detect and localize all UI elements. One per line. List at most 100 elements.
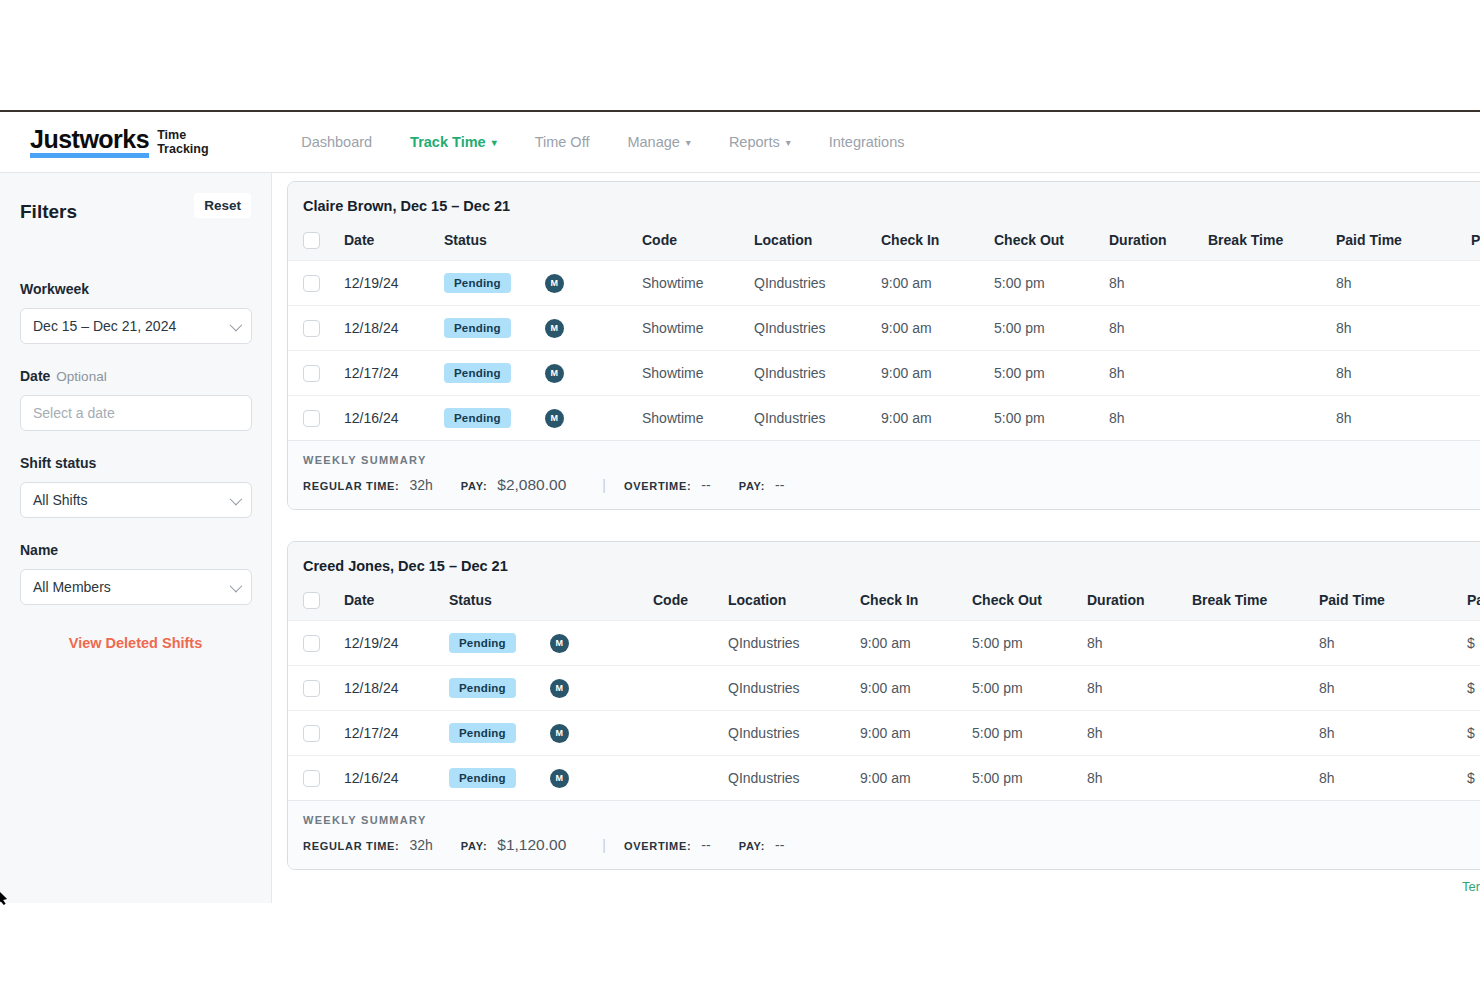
overtime-value: -- [701,837,710,853]
col-location: Location [728,592,860,608]
check-in-time: 9:00 am [881,275,994,291]
col-date: Date [344,232,444,248]
view-deleted-shifts-link[interactable]: View Deleted Shifts [20,635,251,651]
regular-time-label: REGULAR TIME: [303,840,399,852]
col-pay: Pay [1471,232,1480,248]
status-badge: Pending [449,723,516,743]
top-nav-bar: Justworks Time Tracking Dashboard Track … [0,112,1480,173]
status-cell: Pending M [449,723,653,743]
shift-date: 12/18/24 [344,680,449,696]
overtime-value: -- [701,477,710,493]
shift-code: Showtime [642,365,754,381]
overtime-pay-value: -- [775,477,784,493]
col-break-time: Break Time [1192,592,1319,608]
shift-location: QIndustries [728,635,860,651]
nav-reports[interactable]: Reports ▾ [729,134,791,150]
col-code: Code [653,592,728,608]
select-all-checkbox[interactable] [303,592,320,609]
check-out-time: 5:00 pm [994,320,1109,336]
workweek-select[interactable]: Dec 15 – Dec 21, 2024 [20,308,252,344]
check-in-time: 9:00 am [860,635,972,651]
nav-integrations-label: Integrations [829,134,905,150]
row-checkbox[interactable] [303,410,320,427]
row-checkbox[interactable] [303,275,320,292]
check-out-time: 5:00 pm [972,635,1087,651]
check-in-time: 9:00 am [860,770,972,786]
content-area: Filters Reset Workweek Dec 15 – Dec 21, … [0,173,1480,903]
col-status: Status [449,592,653,608]
row-checkbox[interactable] [303,725,320,742]
weekly-summary-heading: WEEKLY SUMMARY [303,454,1480,466]
shift-duration: 8h [1109,275,1208,291]
nav-integrations[interactable]: Integrations [829,134,905,150]
status-cell: Pending M [444,318,642,338]
shift-date: 12/19/24 [344,275,444,291]
weekly-summary-line: REGULAR TIME: 32h PAY: $2,080.00 | OVERT… [303,476,1480,494]
status-cell: Pending M [449,678,653,698]
row-checkbox[interactable] [303,680,320,697]
status-cell: Pending M [449,633,653,653]
weekly-summary-line: REGULAR TIME: 32h PAY: $1,120.00 | OVERT… [303,836,1480,854]
col-break-time: Break Time [1208,232,1336,248]
overtime-pay-label: PAY: [739,840,765,852]
paid-time: 8h [1336,410,1471,426]
date-label: DateOptional [20,368,251,384]
col-duration: Duration [1109,232,1208,248]
select-all-checkbox[interactable] [303,232,320,249]
nav-track-time-label: Track Time [410,134,486,150]
row-checkbox[interactable] [303,635,320,652]
table-row: 12/18/24 Pending M Showtime QIndustries … [288,305,1480,350]
nav-track-time[interactable]: Track Time ▾ [410,134,497,150]
status-badge: Pending [449,633,516,653]
terms-link[interactable]: Terms [1462,879,1480,894]
row-checkbox[interactable] [303,320,320,337]
check-out-time: 5:00 pm [972,725,1087,741]
col-paid-time: Paid Time [1319,592,1467,608]
status-cell: Pending M [444,363,642,383]
reset-filters-button[interactable]: Reset [194,193,251,218]
check-out-time: 5:00 pm [972,770,1087,786]
row-checkbox[interactable] [303,770,320,787]
date-input[interactable] [20,395,252,431]
shift-pay: $ [1467,770,1480,786]
table-header-row: Date Status Code Location Check In Check… [288,220,1480,260]
card-title: Creed Jones, Dec 15 – Dec 21 [288,542,1480,580]
shift-status-select[interactable]: All Shifts [20,482,252,518]
member-avatar: M [550,724,569,743]
summary-separator: | [602,837,606,853]
table-row: 12/16/24 Pending M Showtime QIndustries … [288,395,1480,440]
nav-dashboard[interactable]: Dashboard [301,134,372,150]
paid-time: 8h [1319,680,1467,696]
shift-code: Showtime [642,410,754,426]
shift-location: QIndustries [754,275,881,291]
chevron-down-icon [230,492,243,505]
pay-label: PAY: [461,840,487,852]
shift-duration: 8h [1109,410,1208,426]
name-select[interactable]: All Members [20,569,252,605]
shift-duration: 8h [1087,635,1192,651]
shift-duration: 8h [1087,725,1192,741]
row-checkbox[interactable] [303,365,320,382]
check-out-time: 5:00 pm [972,680,1087,696]
col-check-in: Check In [881,232,994,248]
pay-label: PAY: [461,480,487,492]
shift-duration: 8h [1087,680,1192,696]
paid-time: 8h [1319,770,1467,786]
name-value: All Members [33,579,111,595]
table-body: 12/19/24 Pending M QIndustries 9:00 am 5… [288,620,1480,800]
paid-time: 8h [1336,320,1471,336]
col-check-in: Check In [860,592,972,608]
nav-time-off[interactable]: Time Off [535,134,590,150]
col-date: Date [344,592,449,608]
nav-manage[interactable]: Manage ▾ [627,134,690,150]
chevron-down-icon: ▾ [686,138,691,148]
status-badge: Pending [444,408,511,428]
card-header: Creed Jones, Dec 15 – Dec 21 Date Status… [288,542,1480,620]
status-badge: Pending [444,273,511,293]
pay-value: $1,120.00 [497,836,566,854]
table-row: 12/16/24 Pending M QIndustries 9:00 am 5… [288,755,1480,800]
shift-status-value: All Shifts [33,492,87,508]
filters-header: Filters Reset [20,193,251,223]
chevron-down-icon [230,579,243,592]
member-avatar: M [550,769,569,788]
